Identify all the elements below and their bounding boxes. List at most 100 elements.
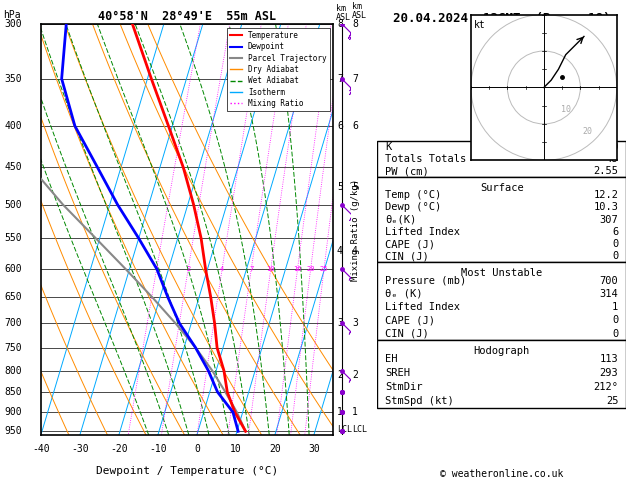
Text: km
ASL: km ASL [337, 4, 351, 22]
Text: -10: -10 [149, 444, 167, 454]
Text: 6: 6 [337, 121, 343, 131]
Text: -30: -30 [71, 444, 89, 454]
Text: 3: 3 [337, 318, 343, 329]
Text: 450: 450 [4, 162, 22, 173]
Text: 550: 550 [4, 233, 22, 243]
Text: 20: 20 [269, 444, 281, 454]
Text: Totals Totals: Totals Totals [385, 154, 466, 164]
Text: 12.2: 12.2 [593, 190, 618, 200]
Text: CIN (J): CIN (J) [385, 251, 428, 261]
Text: 10: 10 [561, 105, 571, 114]
Text: EH: EH [385, 354, 398, 364]
Text: 8: 8 [337, 19, 343, 29]
Text: 2: 2 [352, 370, 358, 380]
Text: θₑ (K): θₑ (K) [385, 289, 422, 299]
Text: 0: 0 [612, 315, 618, 325]
Text: 30: 30 [606, 142, 618, 152]
Text: 3: 3 [352, 318, 358, 329]
Text: 10: 10 [230, 444, 242, 454]
Text: km
ASL: km ASL [352, 2, 367, 20]
Text: 8: 8 [352, 19, 358, 29]
Text: hPa: hPa [3, 10, 20, 20]
Text: 48: 48 [606, 154, 618, 164]
Text: K: K [385, 142, 391, 152]
Text: Mixing Ratio (g/kg): Mixing Ratio (g/kg) [351, 178, 360, 281]
Text: 1: 1 [612, 302, 618, 312]
Text: 25: 25 [320, 266, 328, 272]
Text: 20: 20 [582, 127, 593, 136]
Text: CIN (J): CIN (J) [385, 329, 428, 339]
Text: 4: 4 [220, 266, 224, 272]
Text: 16: 16 [293, 266, 302, 272]
Text: SREH: SREH [385, 368, 410, 378]
Text: Dewpoint / Temperature (°C): Dewpoint / Temperature (°C) [96, 466, 278, 476]
Text: 2: 2 [337, 370, 343, 380]
Text: Most Unstable: Most Unstable [461, 268, 542, 278]
Text: 500: 500 [4, 200, 22, 209]
Text: 212°: 212° [593, 382, 618, 392]
Text: 5: 5 [337, 182, 343, 191]
Text: 314: 314 [599, 289, 618, 299]
Text: 700: 700 [599, 276, 618, 286]
Text: 307: 307 [599, 215, 618, 225]
Text: 750: 750 [4, 343, 22, 353]
Text: 6: 6 [612, 227, 618, 237]
Bar [377, 141, 626, 177]
Text: CAPE (J): CAPE (J) [385, 315, 435, 325]
Text: Lifted Index: Lifted Index [385, 302, 460, 312]
Text: 700: 700 [4, 318, 22, 329]
Text: 0: 0 [612, 329, 618, 339]
Text: 7: 7 [337, 74, 343, 84]
Text: 900: 900 [4, 407, 22, 417]
Text: 10.3: 10.3 [593, 202, 618, 212]
Text: θₑ(K): θₑ(K) [385, 215, 416, 225]
Text: kt: kt [474, 20, 486, 31]
Legend: Temperature, Dewpoint, Parcel Trajectory, Dry Adiabat, Wet Adiabat, Isotherm, Mi: Temperature, Dewpoint, Parcel Trajectory… [227, 28, 330, 111]
Text: 10: 10 [267, 266, 275, 272]
Text: 650: 650 [4, 292, 22, 302]
Text: Hodograph: Hodograph [474, 346, 530, 356]
Text: 30: 30 [308, 444, 320, 454]
Text: 300: 300 [4, 19, 22, 29]
Text: 400: 400 [4, 121, 22, 131]
Text: Surface: Surface [480, 183, 523, 193]
Text: PW (cm): PW (cm) [385, 166, 428, 176]
Text: CAPE (J): CAPE (J) [385, 239, 435, 249]
Text: 5: 5 [352, 182, 358, 191]
Text: 600: 600 [4, 264, 22, 274]
Text: 850: 850 [4, 387, 22, 397]
Bar [377, 262, 626, 340]
Text: 4: 4 [337, 246, 343, 256]
Text: 4: 4 [352, 246, 358, 256]
Text: StmSpd (kt): StmSpd (kt) [385, 396, 454, 406]
Text: © weatheronline.co.uk: © weatheronline.co.uk [440, 469, 564, 479]
Text: 2: 2 [186, 266, 191, 272]
Text: StmDir: StmDir [385, 382, 422, 392]
Text: 20: 20 [306, 266, 315, 272]
Text: 1: 1 [155, 266, 159, 272]
Text: -40: -40 [32, 444, 50, 454]
Text: 20.04.2024  12GMT  (Base: 18): 20.04.2024 12GMT (Base: 18) [393, 12, 610, 25]
Text: 7: 7 [249, 266, 253, 272]
Text: 950: 950 [4, 426, 22, 436]
Title: 40°58'N  28°49'E  55m ASL: 40°58'N 28°49'E 55m ASL [98, 10, 276, 23]
Text: Temp (°C): Temp (°C) [385, 190, 441, 200]
Text: -20: -20 [110, 444, 128, 454]
Bar [377, 340, 626, 408]
Text: LCL: LCL [337, 425, 352, 434]
Text: 1: 1 [352, 407, 358, 417]
Text: 2.55: 2.55 [593, 166, 618, 176]
Text: 25: 25 [606, 396, 618, 406]
Text: Dewp (°C): Dewp (°C) [385, 202, 441, 212]
Text: 0: 0 [194, 444, 200, 454]
Text: 113: 113 [599, 354, 618, 364]
Text: 1: 1 [337, 407, 343, 417]
Text: Lifted Index: Lifted Index [385, 227, 460, 237]
Text: 0: 0 [612, 251, 618, 261]
Text: 7: 7 [352, 74, 358, 84]
Text: 6: 6 [352, 121, 358, 131]
Text: Pressure (mb): Pressure (mb) [385, 276, 466, 286]
Text: 0: 0 [612, 239, 618, 249]
Text: 800: 800 [4, 365, 22, 376]
Text: 350: 350 [4, 74, 22, 84]
